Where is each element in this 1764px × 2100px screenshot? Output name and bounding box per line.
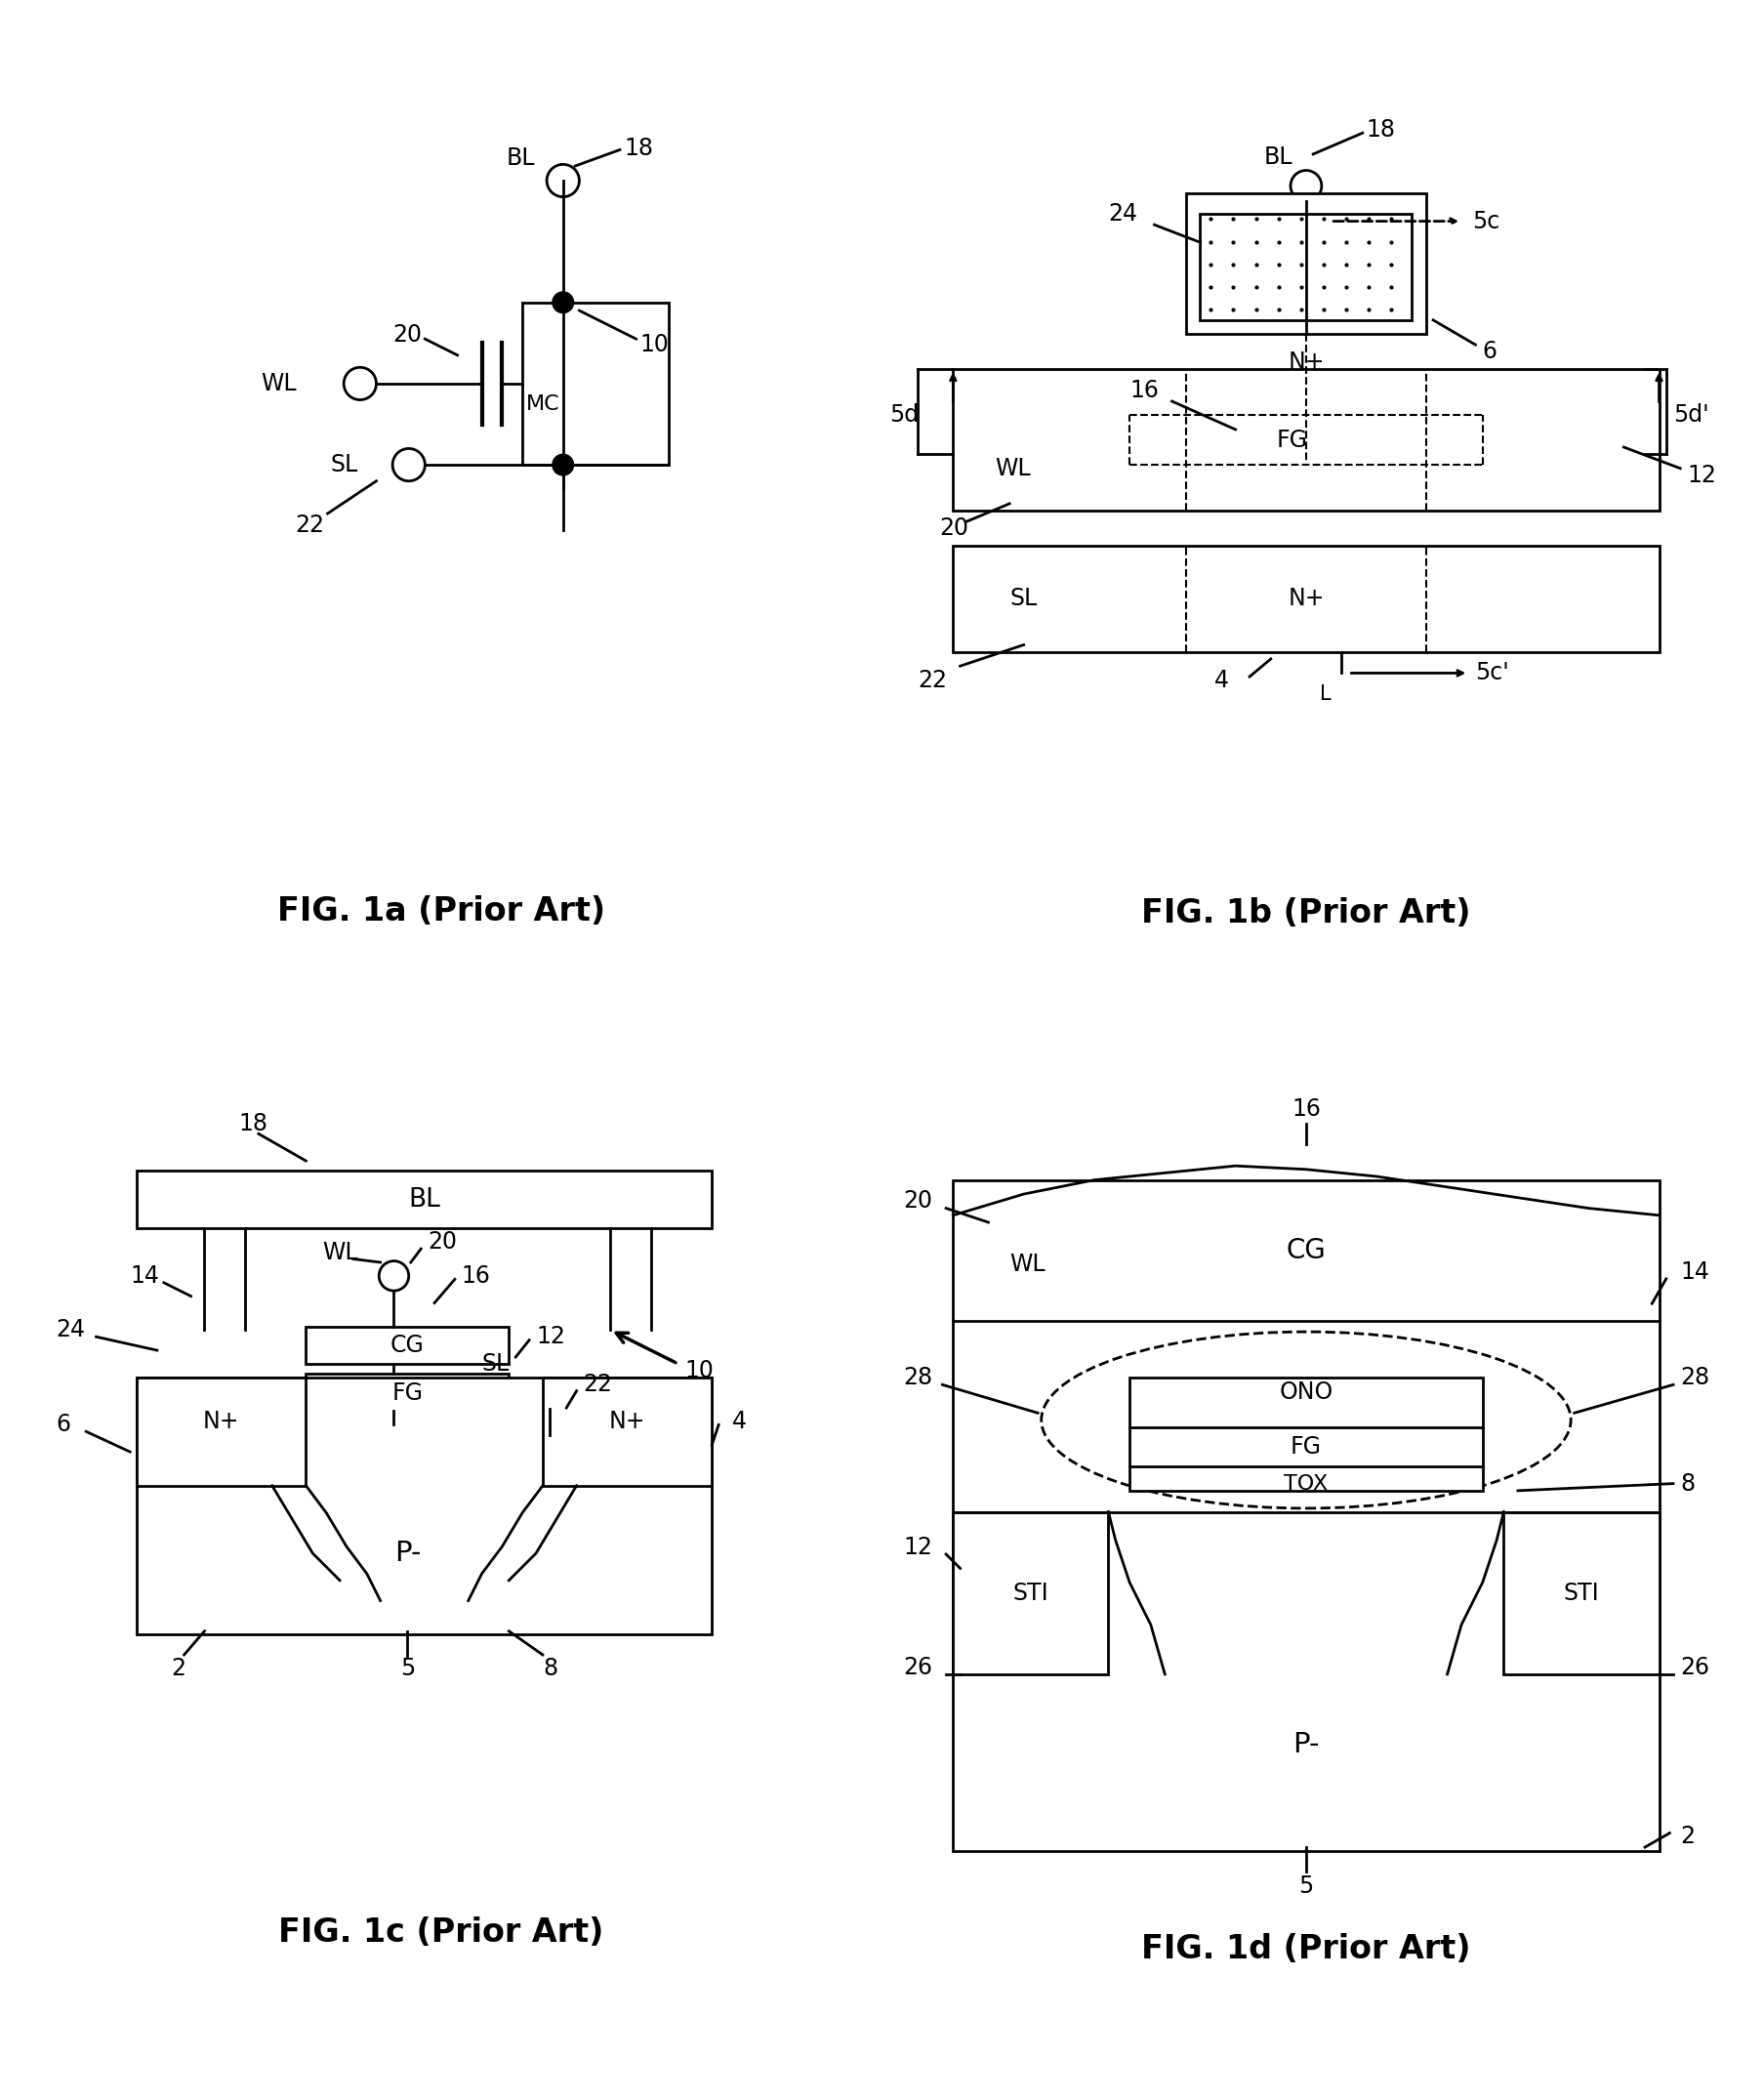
Text: 2: 2: [171, 1657, 185, 1680]
Text: 10: 10: [640, 334, 669, 357]
Text: N+: N+: [203, 1409, 240, 1432]
Text: 12: 12: [1686, 464, 1716, 487]
Text: FIG. 1d (Prior Art): FIG. 1d (Prior Art): [1141, 1934, 1469, 1966]
Text: ONO: ONO: [1279, 1380, 1332, 1403]
Ellipse shape: [1041, 1331, 1570, 1508]
Bar: [1129, 1378, 1482, 1491]
Bar: [138, 1172, 711, 1228]
Text: 16: 16: [1129, 378, 1159, 403]
Text: MC: MC: [526, 395, 559, 414]
Text: 5: 5: [400, 1657, 415, 1680]
Text: 16: 16: [1291, 1098, 1319, 1121]
Text: N+: N+: [1288, 588, 1323, 611]
Text: FG: FG: [1289, 1434, 1321, 1459]
Text: 12: 12: [536, 1325, 564, 1348]
Text: 4: 4: [732, 1409, 746, 1432]
Circle shape: [552, 454, 573, 475]
Text: 6: 6: [1482, 340, 1496, 363]
Text: 26: 26: [903, 1655, 933, 1678]
Bar: [138, 1378, 711, 1634]
Text: 20: 20: [938, 517, 968, 540]
Text: 2: 2: [1679, 1825, 1693, 1848]
Text: 26: 26: [1679, 1655, 1709, 1678]
Text: CG: CG: [390, 1334, 423, 1357]
Text: 16: 16: [462, 1264, 490, 1287]
Bar: [305, 1373, 508, 1411]
Text: 8: 8: [543, 1657, 557, 1680]
Text: 5d': 5d': [1672, 403, 1708, 426]
Text: P-: P-: [1291, 1730, 1319, 1758]
Text: 28: 28: [1679, 1365, 1709, 1390]
Text: 5d: 5d: [889, 403, 919, 426]
Text: 18: 18: [238, 1111, 268, 1136]
Text: BL: BL: [407, 1186, 441, 1214]
Bar: [953, 1180, 1658, 1850]
Text: FIG. 1c (Prior Art): FIG. 1c (Prior Art): [279, 1915, 603, 1949]
Text: 14: 14: [131, 1264, 159, 1287]
Text: 20: 20: [427, 1231, 457, 1254]
Text: 6: 6: [56, 1413, 71, 1436]
Text: FIG. 1a (Prior Art): FIG. 1a (Prior Art): [277, 895, 605, 928]
Bar: [543, 1378, 711, 1485]
Text: 5: 5: [1298, 1875, 1312, 1898]
Text: 18: 18: [1365, 118, 1395, 141]
Text: TOX: TOX: [1284, 1474, 1327, 1493]
Text: BL: BL: [506, 147, 534, 170]
Text: FG: FG: [1275, 428, 1307, 452]
Bar: [138, 1378, 305, 1485]
Text: 10: 10: [684, 1359, 714, 1382]
Text: WL: WL: [321, 1241, 358, 1264]
Text: STI: STI: [1013, 1581, 1048, 1604]
Text: FIG. 1b (Prior Art): FIG. 1b (Prior Art): [1141, 897, 1469, 930]
Text: 24: 24: [1108, 202, 1138, 227]
Bar: [953, 1512, 1108, 1674]
Text: 28: 28: [903, 1365, 933, 1390]
Text: P-: P-: [393, 1539, 420, 1567]
Text: SL: SL: [1009, 588, 1037, 611]
Text: WL: WL: [995, 456, 1030, 481]
Text: 8: 8: [1679, 1472, 1693, 1495]
Text: 22: 22: [582, 1373, 612, 1397]
Text: L: L: [1319, 685, 1330, 704]
Text: SL: SL: [330, 454, 358, 477]
Bar: [953, 546, 1658, 651]
Text: WL: WL: [261, 372, 296, 395]
Circle shape: [552, 292, 573, 313]
Text: STI: STI: [1563, 1581, 1598, 1604]
Text: CG: CG: [1286, 1237, 1325, 1264]
Text: 24: 24: [56, 1319, 85, 1342]
Text: 5c: 5c: [1471, 210, 1499, 233]
Text: 5c': 5c': [1475, 662, 1508, 685]
Bar: [305, 1327, 508, 1363]
Text: FG: FG: [392, 1382, 423, 1405]
Text: 22: 22: [295, 514, 325, 538]
Text: WL: WL: [1009, 1254, 1044, 1277]
Bar: [953, 370, 1658, 510]
Text: 20: 20: [903, 1189, 933, 1214]
Text: 20: 20: [392, 323, 422, 346]
Text: N+: N+: [1288, 351, 1323, 374]
Text: 18: 18: [624, 136, 653, 160]
Bar: [1185, 193, 1425, 334]
Text: 14: 14: [1679, 1260, 1709, 1283]
Text: N+: N+: [609, 1409, 646, 1432]
Bar: [1200, 214, 1411, 319]
Text: 22: 22: [917, 668, 947, 691]
Text: 4: 4: [1214, 668, 1228, 691]
Bar: [1503, 1512, 1658, 1674]
Text: SL: SL: [482, 1352, 508, 1376]
Text: 12: 12: [903, 1535, 933, 1558]
Text: BL: BL: [1263, 147, 1291, 170]
